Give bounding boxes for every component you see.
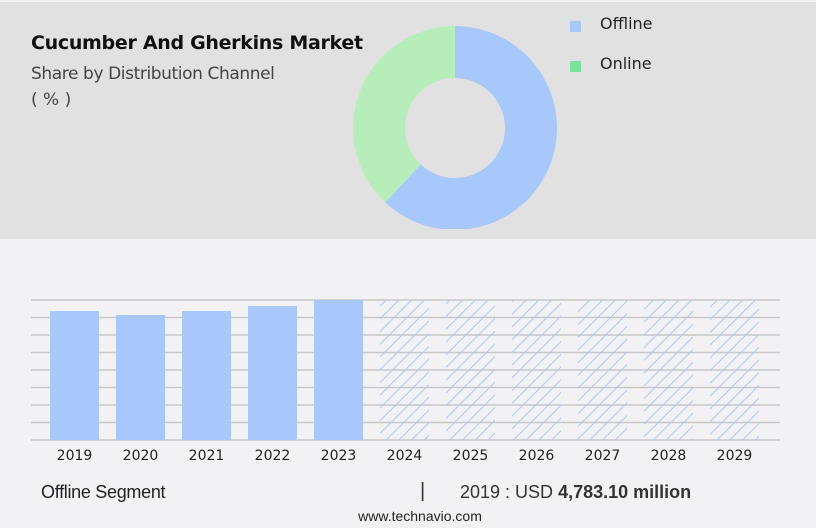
x-tick-label: 2026 bbox=[519, 448, 555, 464]
chart-title: Cucumber And Gherkins Market bbox=[31, 32, 363, 54]
x-tick-label: 2028 bbox=[651, 448, 687, 464]
segment-label: Offline Segment bbox=[41, 482, 166, 502]
bar-2023 bbox=[314, 300, 363, 440]
footer-separator: | bbox=[420, 480, 426, 502]
bar-2025 bbox=[446, 300, 495, 440]
bar-2021 bbox=[182, 311, 231, 440]
x-tick-label: 2022 bbox=[255, 448, 291, 464]
x-tick-label: 2023 bbox=[321, 448, 357, 464]
donut-slice-online bbox=[353, 26, 455, 203]
x-tick-label: 2020 bbox=[123, 448, 159, 464]
x-tick-label: 2019 bbox=[57, 448, 93, 464]
bar-2022 bbox=[248, 306, 297, 440]
donut-chart bbox=[340, 0, 570, 229]
bar-2026 bbox=[512, 300, 561, 440]
x-tick-label: 2029 bbox=[717, 448, 753, 464]
bar-2028 bbox=[644, 300, 693, 440]
bar-2024 bbox=[380, 300, 429, 440]
bar-2020 bbox=[116, 315, 165, 440]
segment-value: 2019 : USD 4,783.10 million bbox=[460, 482, 691, 503]
source-url: www.technavio.com bbox=[358, 508, 482, 524]
x-tick-label: 2024 bbox=[387, 448, 423, 464]
bar-chart: 2019 2020 2021 2022 2023 2024 2025 2026 2027 2028… bbox=[31, 299, 780, 464]
x-tick-label: 2027 bbox=[585, 448, 621, 464]
legend-swatch-online bbox=[570, 61, 581, 72]
segment-value-amount: 4,783.10 million bbox=[558, 482, 692, 502]
donut-svg bbox=[353, 26, 557, 229]
chart-subtitle: Share by Distribution Channel bbox=[31, 64, 275, 84]
bar-2027 bbox=[578, 300, 627, 440]
bar-2029 bbox=[710, 300, 759, 440]
legend-label-offline: Offline bbox=[600, 14, 653, 33]
legend-label-online: Online bbox=[600, 54, 652, 73]
donut-slice-offline bbox=[385, 26, 557, 229]
bar-2019 bbox=[50, 311, 99, 440]
segment-value-prefix: 2019 : USD bbox=[460, 482, 559, 502]
x-tick-label: 2021 bbox=[189, 448, 225, 464]
legend-swatch-offline bbox=[570, 21, 581, 32]
chart-unit: ( % ) bbox=[31, 90, 72, 110]
x-tick-label: 2025 bbox=[453, 448, 489, 464]
